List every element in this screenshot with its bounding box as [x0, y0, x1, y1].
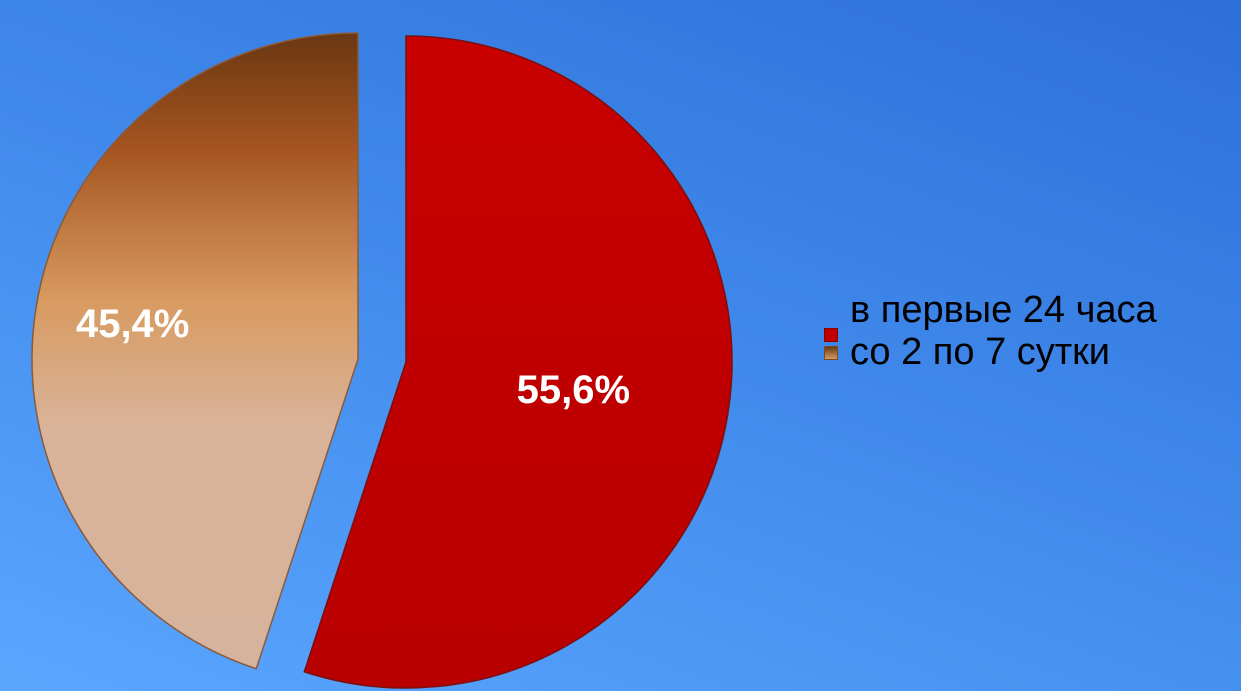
legend-key-brown — [824, 346, 838, 360]
legend-item-first-24h: в первые 24 часа — [822, 289, 1222, 342]
legend-label-2-to-7-days: со 2 по 7 сутки — [850, 331, 1111, 373]
pie-slice-2-to-7-days — [31, 32, 359, 670]
legend-label-first-24h: в первые 24 часа — [850, 289, 1157, 331]
data-label-2-to-7-days: 45,4% — [76, 302, 189, 346]
legend-item-2-to-7-days: со 2 по 7 сутки — [822, 332, 1222, 372]
legend-key-red — [824, 328, 838, 342]
chart-legend: в первые 24 часа со 2 по 7 сутки — [822, 290, 1222, 372]
data-label-first-24h: 55,6% — [517, 368, 630, 412]
pie-slice-first-24h — [303, 35, 733, 689]
